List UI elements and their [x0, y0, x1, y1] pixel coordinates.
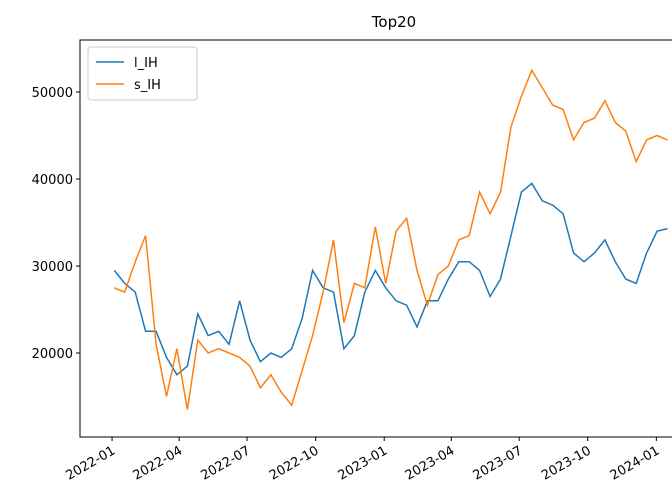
x-tick-label: 2022-01 [64, 443, 119, 483]
x-tick-label: 2023-04 [403, 443, 458, 483]
series-line [113, 182, 668, 376]
x-tick-label: 2024-01 [608, 443, 663, 483]
y-tick-label: 30000 [32, 260, 73, 275]
x-tick-label: 2022-07 [198, 443, 253, 483]
y-tick-label: 20000 [32, 347, 73, 362]
legend-box [87, 46, 198, 101]
y-tick-label: 50000 [32, 86, 73, 101]
x-tick-label: 2022-04 [131, 443, 186, 483]
x-tick-label: 2023-01 [336, 443, 391, 483]
legend-label: l_IH [134, 56, 158, 71]
x-tick-label: 2022-10 [267, 443, 322, 483]
legend-label: s_IH [134, 78, 161, 93]
x-tick-label: 2023-10 [539, 443, 594, 483]
y-tick-label: 40000 [32, 173, 73, 188]
plot-frame [79, 39, 672, 438]
chart-title: Top20 [371, 13, 416, 31]
x-tick-label: 2023-07 [471, 443, 526, 483]
series-line [114, 68, 668, 410]
